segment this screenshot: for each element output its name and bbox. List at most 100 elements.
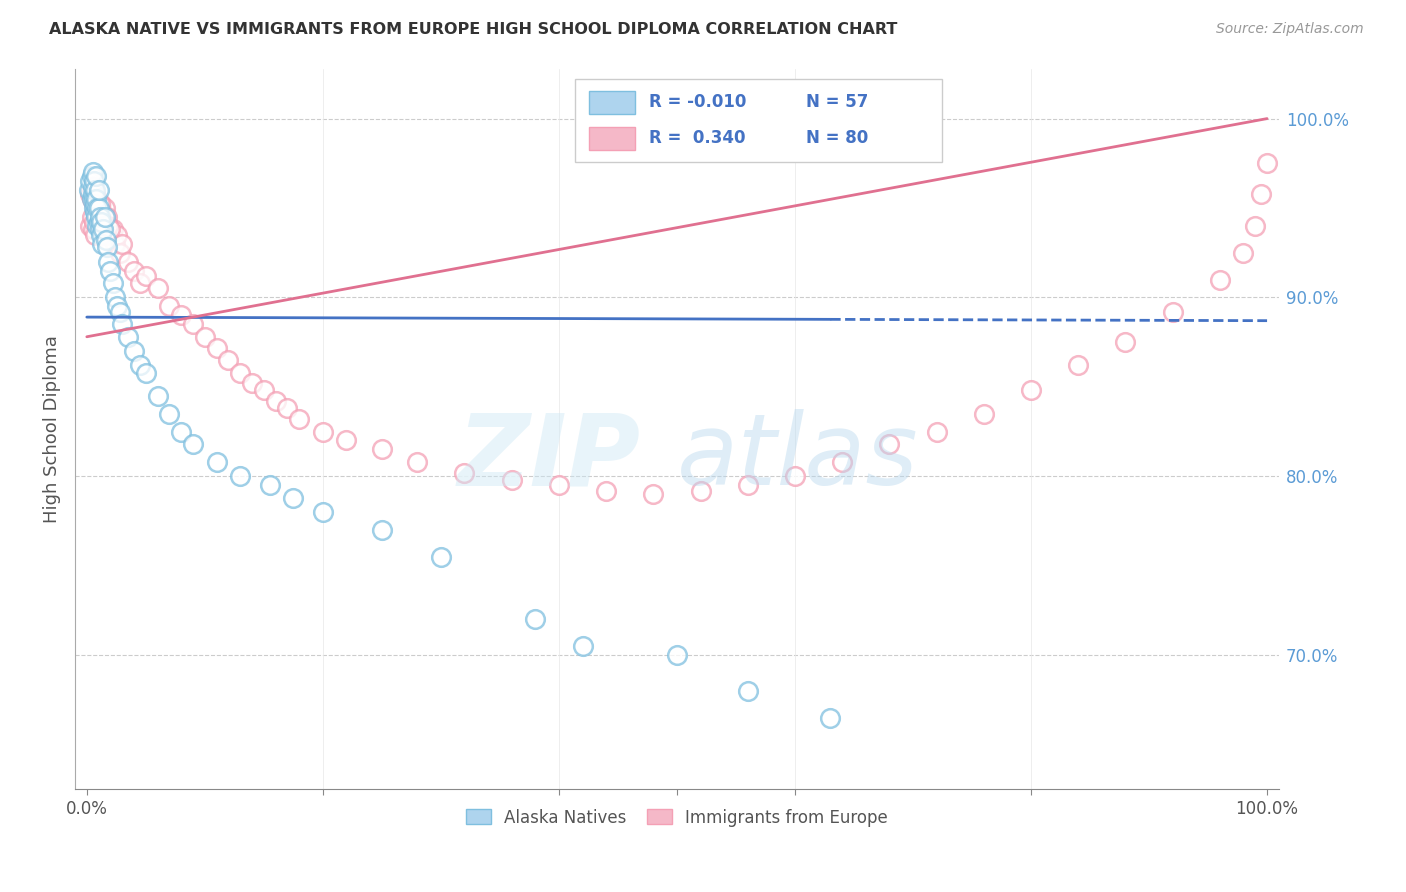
Point <box>80 210 103 224</box>
Point <box>87 201 110 215</box>
Point <box>1209 272 1232 286</box>
Point <box>1244 219 1267 233</box>
Point <box>229 469 252 483</box>
Point <box>82 222 104 236</box>
Point <box>101 276 124 290</box>
Point <box>129 359 152 373</box>
Point <box>96 240 118 254</box>
Point <box>108 304 131 318</box>
Point <box>194 330 217 344</box>
Point <box>89 222 111 236</box>
Point <box>831 455 853 469</box>
Point <box>288 412 311 426</box>
Point <box>84 169 107 183</box>
Point <box>82 165 104 179</box>
Point <box>925 425 948 439</box>
Point <box>84 210 107 224</box>
Point <box>84 192 107 206</box>
Point <box>79 219 101 233</box>
Point <box>96 210 118 224</box>
Point <box>83 192 105 206</box>
Point <box>146 389 169 403</box>
Point <box>83 174 105 188</box>
Point <box>783 469 806 483</box>
Point <box>79 174 101 188</box>
Point <box>94 222 117 236</box>
Point <box>84 197 107 211</box>
Point <box>170 425 193 439</box>
Point <box>111 318 134 332</box>
Point <box>82 179 104 194</box>
Point <box>737 478 759 492</box>
Point <box>91 222 114 236</box>
Point <box>107 227 129 242</box>
Point <box>90 227 112 242</box>
Point <box>90 197 112 211</box>
Text: ZIP: ZIP <box>458 409 641 506</box>
Point <box>84 183 107 197</box>
Point <box>87 215 110 229</box>
Point <box>83 215 105 229</box>
Point <box>94 227 117 242</box>
Text: atlas: atlas <box>676 409 918 506</box>
Point <box>89 210 111 224</box>
Point <box>571 639 593 653</box>
Point <box>122 263 145 277</box>
Text: ALASKA NATIVE VS IMMIGRANTS FROM EUROPE HIGH SCHOOL DIPLOMA CORRELATION CHART: ALASKA NATIVE VS IMMIGRANTS FROM EUROPE … <box>49 22 897 37</box>
Point <box>1114 335 1136 350</box>
Point <box>335 434 357 448</box>
Point <box>86 219 108 233</box>
Point <box>1067 359 1090 373</box>
Point <box>283 491 305 505</box>
Point <box>371 523 394 537</box>
Point <box>820 711 842 725</box>
Point <box>93 210 115 224</box>
Point <box>100 227 122 242</box>
Point <box>240 376 263 391</box>
Point <box>104 290 127 304</box>
Point <box>205 455 228 469</box>
Point <box>107 299 129 313</box>
Point <box>84 204 107 219</box>
Point <box>129 276 152 290</box>
Point <box>453 466 475 480</box>
Legend: Alaska Natives, Immigrants from Europe: Alaska Natives, Immigrants from Europe <box>458 800 896 835</box>
Point <box>737 684 759 698</box>
Point <box>689 483 711 498</box>
Point <box>80 192 103 206</box>
Point <box>91 236 114 251</box>
Point <box>87 219 110 233</box>
Point <box>97 219 120 233</box>
Point <box>84 201 107 215</box>
Point <box>104 236 127 251</box>
Point <box>87 201 110 215</box>
Point <box>264 394 287 409</box>
Point <box>135 268 157 283</box>
Point <box>1019 384 1042 398</box>
Point <box>87 183 110 197</box>
Point <box>84 186 107 201</box>
FancyBboxPatch shape <box>575 79 942 162</box>
Point <box>159 407 181 421</box>
Point <box>146 281 169 295</box>
Point <box>117 330 139 344</box>
Point <box>79 186 101 201</box>
Point <box>80 192 103 206</box>
Point <box>82 186 104 201</box>
Point <box>77 183 100 197</box>
Point <box>100 222 122 236</box>
Point <box>259 478 281 492</box>
Point <box>879 437 901 451</box>
Point <box>181 437 204 451</box>
Text: R =  0.340: R = 0.340 <box>650 129 745 147</box>
Point <box>548 478 571 492</box>
Point <box>276 401 298 416</box>
Point <box>643 487 665 501</box>
Point <box>84 204 107 219</box>
FancyBboxPatch shape <box>589 91 634 114</box>
Point <box>80 169 103 183</box>
Point <box>117 254 139 268</box>
Point <box>108 245 131 260</box>
Text: R = -0.010: R = -0.010 <box>650 94 747 112</box>
Point <box>1250 186 1272 201</box>
